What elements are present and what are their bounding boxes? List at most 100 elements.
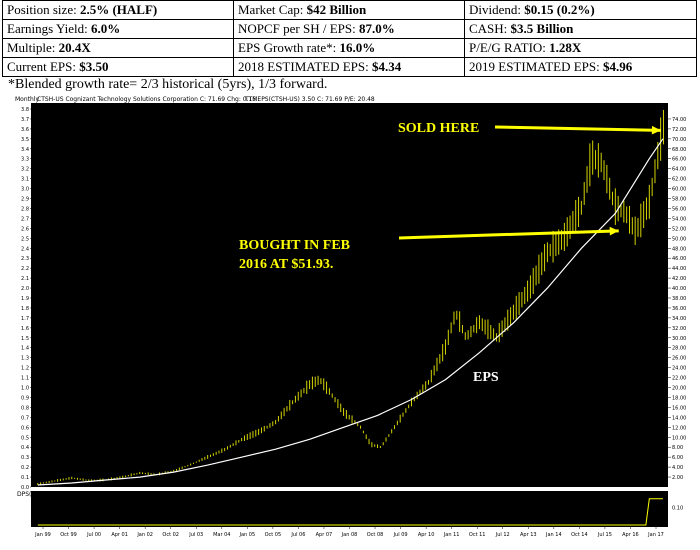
stats-label: Position size: [7, 2, 80, 17]
stats-value: 6.0% [91, 21, 121, 36]
right-axis-tick-label: 20.00 [672, 386, 686, 392]
left-axis-tick-label: 0.2 [21, 465, 29, 471]
left-axis-tick-label: 3.2 [21, 167, 29, 173]
sold-here-annotation: SOLD HERE [398, 121, 479, 136]
stats-cell: 2019 ESTIMATED EPS: $4.96 [464, 57, 697, 77]
x-axis-tick-label: Jan 02 [136, 532, 153, 538]
x-axis-tick-label: Apr 13 [520, 532, 537, 538]
left-axis-tick-label: 2.1 [21, 276, 29, 282]
left-axis-tick-label: 1.3 [21, 356, 29, 362]
stats-label: Market Cap: [238, 2, 307, 17]
left-axis-tick-label: 0.4 [21, 445, 29, 451]
lower-panel [31, 491, 668, 527]
stats-value: 87.0% [359, 21, 395, 36]
right-axis-tick-label: 52.00 [672, 226, 686, 232]
left-axis-tick-label: 1.7 [21, 316, 29, 322]
stats-label: NOPCF per SH / EPS: [238, 21, 359, 36]
left-axis-tick-label: 0.8 [21, 405, 29, 411]
left-axis-tick-label: 2.0 [21, 286, 29, 292]
stats-row: Current EPS: $3.50 2018 ESTIMATED EPS: $4… [2, 57, 697, 77]
left-axis-tick-label: 2.9 [21, 197, 29, 203]
dps-axis-tick-label: 0.10 [672, 506, 683, 512]
left-axis-tick-label: 0.7 [21, 415, 29, 421]
x-axis-tick-label: Oct 11 [469, 532, 486, 538]
eps-series-line [37, 138, 664, 486]
x-axis-tick-label: Oct 14 [571, 532, 588, 538]
stats-label: CASH: [469, 21, 511, 36]
right-axis-tick-label: 8.00 [672, 445, 683, 451]
left-axis-tick-label: 1.0 [21, 386, 29, 392]
stats-label: Earnings Yield: [7, 21, 92, 36]
stats-cell: Current EPS: $3.50 [2, 57, 234, 77]
right-axis-tick-label: 6.00 [672, 455, 683, 461]
right-axis-tick-label: 18.00 [672, 395, 686, 401]
left-axis-tick-label: 3.7 [21, 117, 29, 123]
left-axis-tick-label: 3.0 [21, 187, 29, 193]
right-axis-tick-label: 74.00 [672, 117, 686, 123]
right-axis-tick-label: 44.00 [672, 266, 686, 272]
right-axis-tick-label: 54.00 [672, 216, 686, 222]
stats-row: Multiple: 20.4X EPS Growth rate*: 16.0% P/… [2, 38, 697, 58]
stats-cell: NOPCF per SH / EPS: 87.0% [233, 19, 465, 39]
right-axis-tick-label: 10.00 [672, 435, 686, 441]
x-axis-tick-label: Jan 08 [341, 532, 358, 538]
right-axis-tick-label: 62.00 [672, 177, 686, 183]
period-label: Monthly [15, 96, 39, 103]
right-axis-tick-label: 36.00 [672, 306, 686, 312]
stats-label: EPS Growth rate*: [238, 40, 340, 55]
right-axis-tick-label: 22.00 [672, 376, 686, 382]
stats-value: 16.0% [339, 40, 376, 55]
stats-label: 2019 ESTIMATED EPS: [469, 59, 603, 74]
x-axis-tick-label: Jul 00 [86, 532, 101, 538]
stats-value: $4.96 [602, 59, 633, 74]
stats-value: $3.5 Billion [510, 21, 574, 36]
left-axis-tick-label: 1.4 [21, 346, 29, 352]
right-axis-tick-label: 42.00 [672, 276, 686, 282]
left-axis-tick-label: 0.0 [21, 485, 29, 491]
x-axis-tick-label: Jan 05 [238, 532, 255, 538]
left-axis-tick-label: 2.3 [21, 256, 29, 262]
left-axis-tick-label: 3.3 [21, 157, 29, 163]
left-axis-tick-label: 3.8 [21, 107, 29, 113]
x-axis-tick-label: Jul 12 [495, 532, 510, 538]
stats-row: Earnings Yield: 6.0% NOPCF per SH / EPS: … [2, 19, 697, 39]
stats-cell: P/E/G RATIO: 1.28X [464, 38, 697, 58]
left-axis-tick-label: 2.5 [21, 236, 29, 242]
price-eps-chart: Monthly CTSH-US Cognizant Technology Solu… [13, 95, 697, 550]
stats-cell: EPS Growth rate*: 16.0% [233, 38, 465, 58]
x-axis-tick-label: Jul 15 [597, 532, 612, 538]
upper-panel [31, 103, 668, 487]
right-axis-tick-label: 2.00 [672, 475, 683, 481]
right-axis-tick-label: 56.00 [672, 206, 686, 212]
x-axis-tick-label: Jan 99 [34, 532, 51, 538]
series-legend-price: CTSH-US Cognizant Technology Solutions C… [37, 96, 256, 103]
stats-label: P/E/G RATIO: [469, 40, 550, 55]
stats-value: $3.50 [79, 59, 109, 74]
right-axis-tick-label: 70.00 [672, 137, 686, 143]
sold-here-arrow-head [651, 125, 661, 135]
stats-label: Multiple: [7, 40, 59, 55]
left-axis-tick-label: 3.4 [21, 147, 29, 153]
left-axis-tick-label: 2.4 [21, 246, 29, 252]
stats-value: $4.34 [371, 59, 402, 74]
stats-cell: Dividend: $0.15 (0.2%) [464, 0, 697, 20]
stats-cell: Market Cap: $42 Billion [233, 0, 465, 20]
right-axis-tick-label: 66.00 [672, 157, 686, 163]
left-axis-tick-label: 0.6 [21, 425, 29, 431]
right-axis-tick-label: 64.00 [672, 167, 686, 173]
x-axis-tick-label: Jul 06 [290, 532, 305, 538]
series-legend-eps: TTMEPS(CTSH-US) 3.50 C: 71.69 P/E: 20.48 [244, 96, 375, 103]
x-axis-tick-label: Mar 04 [213, 532, 230, 538]
right-axis-tick-label: 26.00 [672, 356, 686, 362]
x-axis-tick-label: Jul 03 [188, 532, 203, 538]
x-axis-tick-label: Apr 07 [316, 532, 333, 538]
stats-table: Position size: 2.5% (HALF) Market Cap: $4… [2, 0, 697, 77]
right-axis-tick-label: 12.00 [672, 425, 686, 431]
left-axis-tick-label: 1.9 [21, 296, 29, 302]
bought-annotation-line2: 2016 AT $51.93. [239, 257, 333, 272]
bought-annotation-line1: BOUGHT IN FEB [239, 238, 350, 253]
right-axis-tick-label: 46.00 [672, 256, 686, 262]
x-axis-tick-label: Jan 11 [443, 532, 460, 538]
x-axis-tick-label: Oct 05 [265, 532, 282, 538]
